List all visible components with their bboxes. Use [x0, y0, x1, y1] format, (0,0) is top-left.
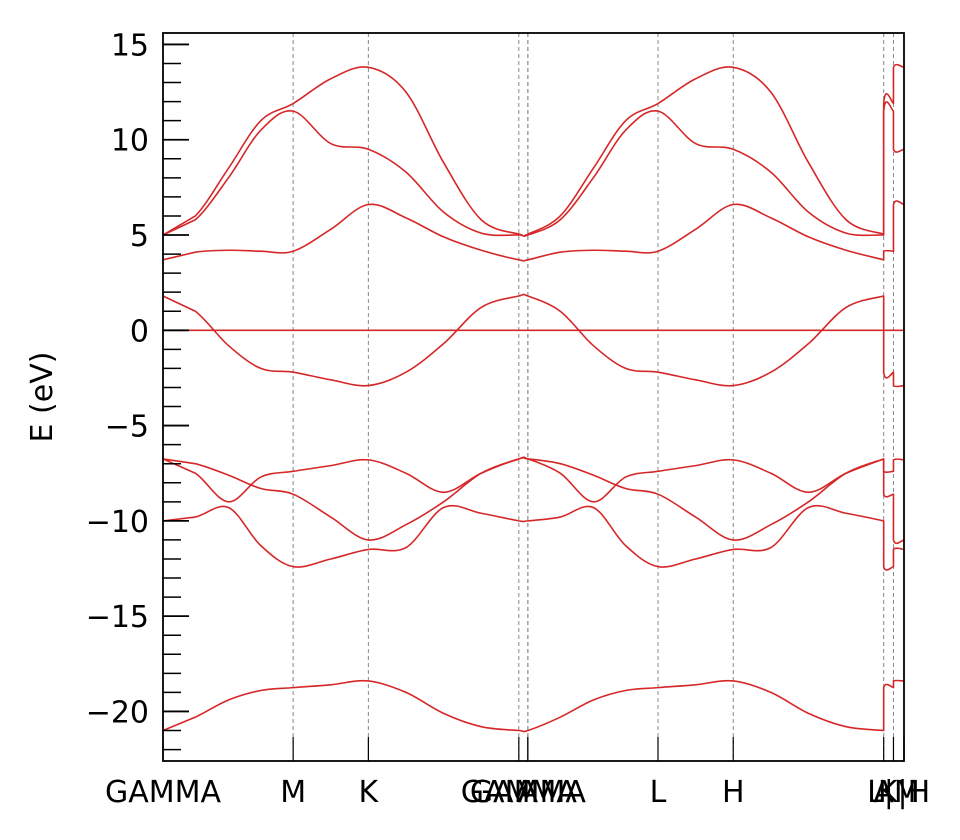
y-tick-label: −20 — [86, 695, 149, 730]
x-tick-label-4: A — [518, 775, 539, 810]
y-tick-label: −10 — [86, 505, 149, 540]
y-tick-label: −5 — [105, 410, 149, 445]
band-8 — [162, 101, 905, 238]
band-lines — [162, 63, 905, 733]
band-2 — [162, 456, 905, 545]
x-tick-label-2: K — [359, 775, 380, 810]
y-axis-title: E (eV) — [25, 352, 60, 443]
kpoint-divider-lines — [162, 33, 905, 761]
band-7 — [162, 200, 905, 262]
y-axis-ticks: 15 10 5 0 −5 −10 −15 −20 — [86, 28, 189, 751]
y-tick-label: 5 — [130, 219, 149, 254]
band-9 — [162, 63, 905, 237]
band-1 — [162, 679, 905, 733]
x-tick-label-1: M — [280, 775, 306, 810]
band-3 — [162, 456, 905, 503]
x-tick-label-5: GAMMA — [470, 775, 587, 810]
band-5 — [162, 293, 905, 388]
band-4 — [162, 504, 905, 571]
x-tick-label-3: GAMMA — [461, 775, 578, 810]
x-tick-label-10: K|H — [878, 775, 930, 810]
x-tick-label-8: A — [873, 775, 894, 810]
x-tick-label-9: L|M — [867, 775, 920, 810]
y-tick-label: 15 — [111, 28, 149, 63]
y-tick-label: −15 — [86, 600, 149, 635]
x-tick-label-0: GAMMA — [105, 775, 222, 810]
x-tick-label-6: L — [650, 775, 667, 810]
y-tick-label: 0 — [130, 314, 149, 349]
plot-frame — [162, 32, 905, 762]
y-tick-label: 10 — [111, 124, 149, 159]
x-tick-label-7: H — [722, 775, 745, 810]
